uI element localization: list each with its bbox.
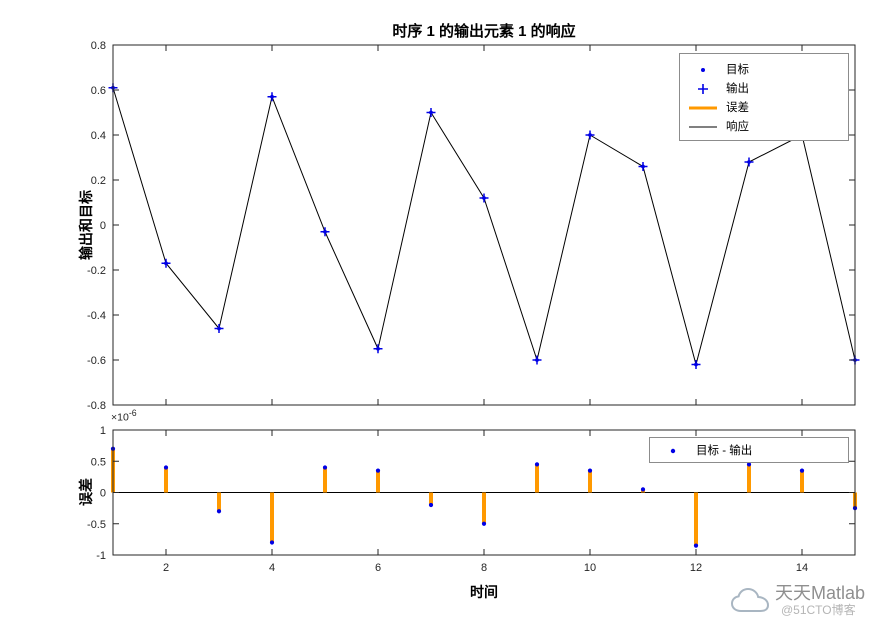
- error-marker: [746, 462, 752, 467]
- x-tick-label: 2: [163, 562, 169, 574]
- target-marker: [588, 133, 592, 137]
- error-marker: [481, 521, 487, 526]
- error-marker: [163, 465, 169, 470]
- y-axis-exponent-label: ×10-6: [111, 408, 137, 424]
- target-marker: [641, 164, 645, 169]
- x-tick-label: 4: [269, 562, 275, 574]
- target-marker: [482, 196, 486, 200]
- y-tick-label: 0.2: [91, 175, 106, 187]
- chart-title: 时序 1 的输出元素 1 的响应: [392, 23, 576, 40]
- error-marker: [216, 509, 222, 514]
- error-marker: [428, 502, 434, 508]
- legend-entry: 目标: [688, 59, 840, 78]
- x-tick-label: 14: [796, 562, 808, 574]
- target-marker: [270, 94, 274, 99]
- target-marker: [429, 110, 433, 115]
- legend-bottom: 目标 - 输出: [649, 437, 849, 463]
- x-axis-label: 时间: [470, 584, 498, 600]
- target-marker: [323, 229, 327, 234]
- y-tick-label: 0.5: [91, 456, 106, 468]
- legend-top: 目标 输出 误差 响应: [679, 53, 849, 141]
- y-tick-label: 0.6: [91, 85, 106, 97]
- legend-entry: 误差: [688, 97, 840, 116]
- legend-label: 目标: [726, 63, 749, 76]
- error-marker: [322, 465, 328, 470]
- y-tick-label: 0.4: [91, 130, 106, 142]
- y-tick-label: -0.4: [87, 310, 106, 322]
- target-marker: [694, 362, 698, 367]
- watermark: 天天Matlab @51CTO博客: [730, 583, 865, 617]
- target-marker: [747, 160, 751, 164]
- target-marker: [535, 358, 539, 362]
- legend-label: 目标 - 输出: [696, 445, 753, 457]
- legend-label: 输出: [726, 82, 749, 95]
- legend-sample-icon: [688, 120, 718, 132]
- exponent-power: -6: [128, 408, 137, 418]
- watermark-text: 天天Matlab @51CTO博客: [774, 583, 865, 617]
- exponent-prefix: ×10: [111, 411, 129, 424]
- x-tick-label: 10: [584, 562, 596, 574]
- target-marker: [376, 346, 380, 351]
- legend-sample-icon: [658, 444, 688, 456]
- error-marker: [534, 462, 540, 467]
- legend-label: 响应: [726, 120, 749, 133]
- y-tick-label: 0.8: [91, 40, 106, 52]
- y-tick-label: 1: [100, 425, 106, 437]
- y-tick-label: -0.5: [87, 519, 106, 531]
- x-tick-label: 12: [690, 562, 702, 574]
- legend-sample-icon: [688, 82, 718, 94]
- error-marker: [269, 540, 275, 545]
- y-tick-label: -1: [96, 550, 106, 562]
- watermark-handle: @51CTO博客: [780, 602, 856, 617]
- error-marker: [375, 468, 381, 473]
- target-marker: [217, 326, 221, 331]
- y-tick-label: -0.2: [87, 265, 106, 277]
- legend-entry: 响应: [688, 116, 840, 135]
- x-tick-label: 6: [375, 562, 381, 574]
- legend-entry: 目标 - 输出: [658, 442, 840, 458]
- y-tick-label: 0: [100, 220, 106, 232]
- watermark-brand: 天天Matlab: [774, 583, 865, 604]
- y-tick-label: -0.8: [87, 400, 106, 412]
- error-marker: [799, 468, 805, 473]
- legend-label: 误差: [726, 101, 749, 114]
- y-tick-label: -0.6: [87, 355, 106, 367]
- error-marker: [640, 487, 646, 492]
- error-marker: [587, 468, 593, 473]
- target-marker: [164, 261, 168, 266]
- y-tick-label: 0: [100, 488, 106, 500]
- cloud-icon: [730, 587, 769, 612]
- legend-sample-icon: [688, 63, 718, 75]
- x-tick-label: 8: [481, 562, 487, 574]
- legend-sample-icon: [688, 101, 718, 113]
- legend-entry: 输出: [688, 78, 840, 97]
- error-marker: [693, 543, 699, 548]
